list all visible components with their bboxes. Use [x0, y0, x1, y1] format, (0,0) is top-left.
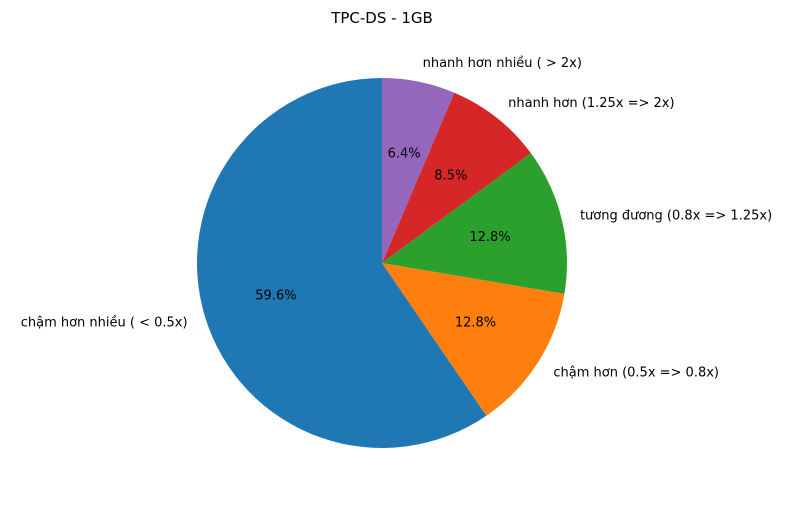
pie-slice [382, 92, 531, 264]
slice-percentage-label: 12.8% [469, 230, 510, 245]
pie-slice [382, 78, 455, 263]
slice-percentage-label: 8.5% [434, 168, 467, 183]
slice-percentage-label: 12.8% [455, 315, 496, 330]
slice-category-label: chậm hơn nhiều ( < 0.5x) [21, 316, 188, 331]
slice-percentage-label: 59.6% [255, 288, 296, 303]
slice-category-label: chậm hơn (0.5x => 0.8x) [553, 365, 719, 380]
chart-title: TPC-DS - 1GB [330, 9, 433, 27]
pie-slice [382, 263, 565, 416]
category-labels: chậm hơn nhiều ( < 0.5x) chậm hơn (0.5x =… [21, 56, 772, 380]
pie-slice [382, 153, 567, 294]
pie-slice [197, 78, 487, 449]
pie-slices [197, 78, 567, 449]
slice-percentage-label: 6.4% [388, 147, 421, 162]
slice-category-label: nhanh hơn nhiều ( > 2x) [423, 56, 582, 71]
slice-category-label: nhanh hơn (1.25x => 2x) [508, 96, 674, 111]
percentage-labels: 59.6% 12.8% 12.8% 8.5% 6.4% [255, 147, 510, 331]
slice-category-label: tương đương (0.8x => 1.25x) [580, 208, 772, 223]
